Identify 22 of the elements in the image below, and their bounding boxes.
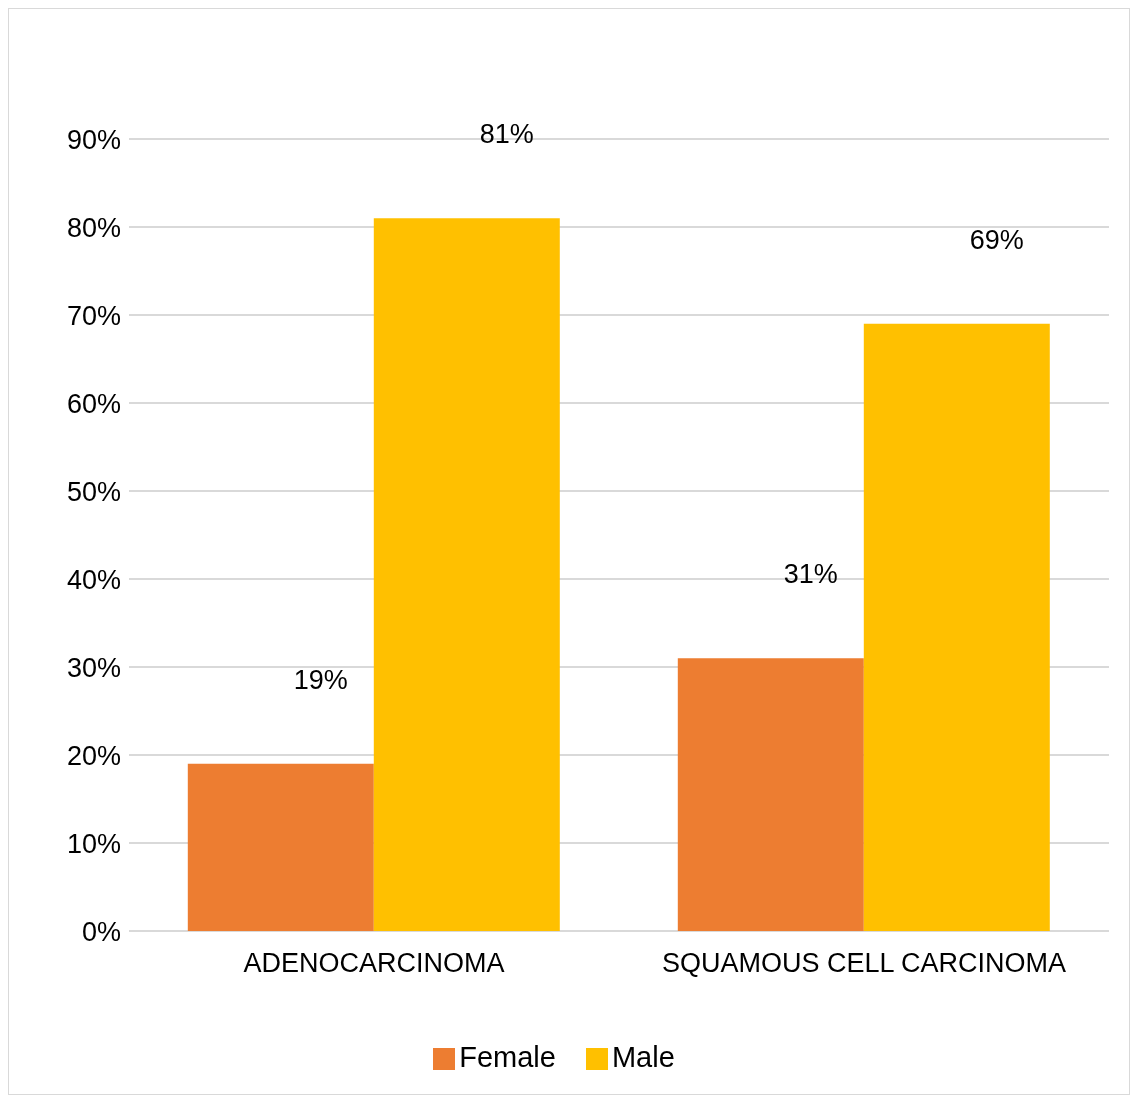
data-label: 19% <box>293 664 348 695</box>
y-tick-label: 10% <box>66 828 121 859</box>
data-label: 31% <box>783 559 838 590</box>
data-label: 81% <box>479 119 534 150</box>
y-tick-label: 0% <box>81 916 121 947</box>
y-tick-label: 50% <box>66 476 121 507</box>
y-tick-label: 60% <box>66 388 121 419</box>
y-tick-label: 20% <box>66 740 121 771</box>
x-tick-label: SQUAMOUS CELL CARCINOMA <box>661 948 1067 979</box>
y-tick-label: 40% <box>66 564 121 595</box>
y-tick-label: 90% <box>66 124 121 155</box>
x-tick-label: ADENOCARCINOMA <box>243 948 505 979</box>
legend-label: Female <box>459 1041 556 1073</box>
y-tick-label: 30% <box>66 652 121 683</box>
bar <box>863 323 1050 931</box>
bar <box>373 218 560 931</box>
y-tick-label: 70% <box>66 300 121 331</box>
bar <box>187 763 374 931</box>
bar <box>677 658 864 931</box>
data-label: 69% <box>969 224 1024 255</box>
y-tick-label: 80% <box>66 212 121 243</box>
legend-label: Male <box>611 1041 675 1073</box>
